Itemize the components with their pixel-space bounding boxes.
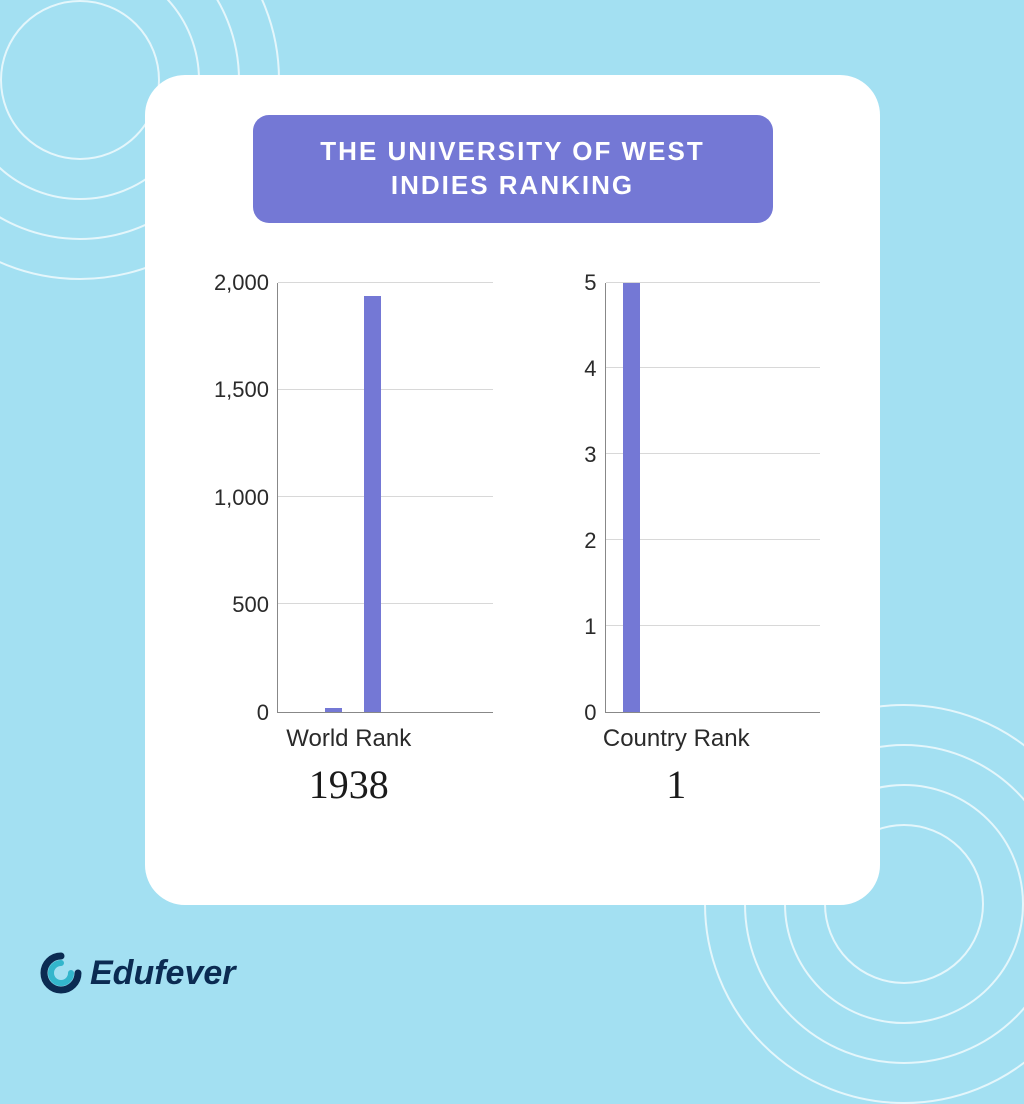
world-rank-value: 1938 bbox=[309, 761, 389, 808]
world-rank-y-axis: 0 500 1,000 1,500 2,000 bbox=[205, 283, 277, 713]
world-rank-bar bbox=[364, 296, 381, 712]
ranking-card: THE UNIVERSITY OF WEST INDIES RANKING 0 … bbox=[145, 75, 880, 905]
edufever-logo-text: Edufever bbox=[90, 954, 236, 993]
world-rank-bar-small bbox=[325, 708, 342, 712]
country-rank-value: 1 bbox=[666, 761, 686, 808]
y-tick: 2 bbox=[533, 528, 597, 554]
country-rank-chart: 0 1 2 3 4 5 Country Rank 1 bbox=[533, 283, 821, 808]
country-rank-label: Country Rank bbox=[603, 725, 750, 753]
country-rank-bar bbox=[623, 283, 640, 712]
world-rank-label: World Rank bbox=[286, 725, 411, 753]
world-rank-plot: 0 500 1,000 1,500 2,000 bbox=[205, 283, 493, 713]
country-rank-plot-area bbox=[605, 283, 821, 713]
y-tick: 1,500 bbox=[205, 377, 269, 403]
y-tick: 2,000 bbox=[205, 270, 269, 296]
y-tick: 0 bbox=[533, 700, 597, 726]
edufever-logo-icon bbox=[40, 952, 82, 994]
y-tick: 1 bbox=[533, 614, 597, 640]
world-rank-chart: 0 500 1,000 1,500 2,000 World Rank 1938 bbox=[205, 283, 493, 808]
y-tick: 4 bbox=[533, 356, 597, 382]
edufever-logo: Edufever bbox=[40, 952, 236, 994]
y-tick: 3 bbox=[533, 442, 597, 468]
country-rank-plot: 0 1 2 3 4 5 bbox=[533, 283, 821, 713]
card-title: THE UNIVERSITY OF WEST INDIES RANKING bbox=[253, 115, 773, 223]
country-rank-y-axis: 0 1 2 3 4 5 bbox=[533, 283, 605, 713]
y-tick: 500 bbox=[205, 592, 269, 618]
y-tick: 0 bbox=[205, 700, 269, 726]
charts-row: 0 500 1,000 1,500 2,000 World Rank 1938 bbox=[195, 283, 830, 808]
world-rank-plot-area bbox=[277, 283, 493, 713]
y-tick: 5 bbox=[533, 270, 597, 296]
y-tick: 1,000 bbox=[205, 485, 269, 511]
